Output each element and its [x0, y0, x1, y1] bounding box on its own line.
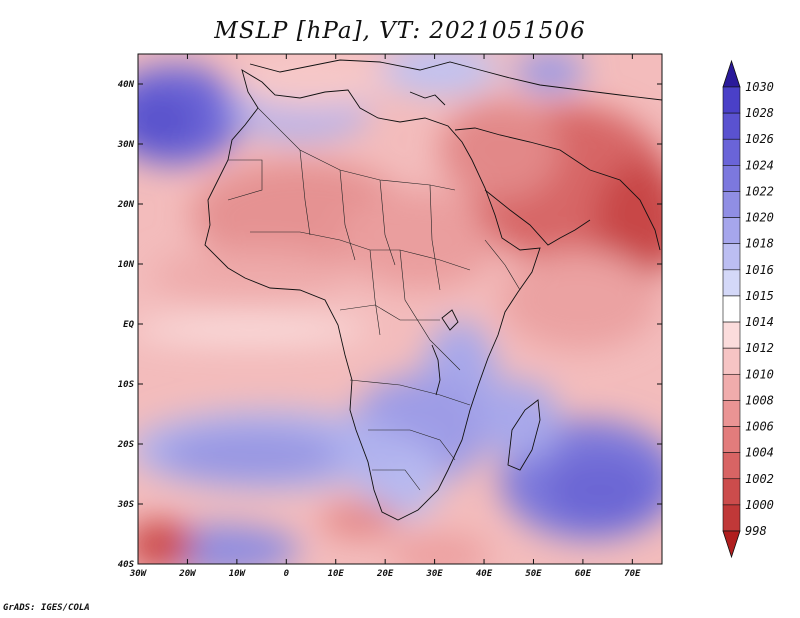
colorbar-level-label: 1022: [745, 184, 774, 198]
colorbar-level-label: 1024: [745, 158, 774, 172]
coastlines: [204, 59, 662, 521]
colorbar-level-label: 1030: [745, 80, 774, 94]
grads-credit: GrADS: IGES/COLA: [3, 603, 90, 613]
lat-tick-label: 30N: [117, 140, 135, 150]
colorbar-bottom-arrow: [722, 530, 741, 559]
colorbar-level-label: 1012: [745, 341, 774, 355]
map-title: MSLP [hPa], VT: 2021051506: [214, 18, 586, 44]
colorbar-level-label: 1018: [745, 237, 774, 251]
colorbar-swatch: [722, 295, 741, 323]
colorbar-swatch: [722, 452, 741, 480]
lat-tick-label: 20N: [117, 200, 135, 210]
colorbar-level-label: 1016: [745, 263, 774, 277]
colorbar-level-label: 1000: [745, 498, 774, 512]
lon-tick-label: 30W: [129, 569, 148, 579]
lat-tick-label: 30S: [117, 500, 135, 510]
lon-tick-label: 30E: [425, 569, 443, 579]
colorbar-level-label: 1026: [745, 132, 774, 146]
lon-tick-label: 20W: [178, 569, 197, 579]
colorbar-swatch: [722, 347, 741, 375]
colorbar-level-label: 1008: [745, 393, 774, 407]
colorbar-swatch: [722, 217, 741, 245]
longitude-axis: 30W 20W 10W 0 10E 20E 30E 40E 50E 60E 70E: [129, 54, 641, 579]
lat-tick-label: 20S: [117, 440, 135, 450]
lon-tick-label: 10W: [229, 569, 247, 579]
colorbar-swatch: [722, 504, 741, 532]
colorbar-level-label: 1010: [745, 367, 774, 381]
lon-tick-label: 0: [284, 569, 290, 579]
colorbar-level-label: 1014: [745, 315, 774, 329]
latitude-axis: 40N 30N 20N 10N EQ 10S 20S 30S 40S: [117, 80, 662, 570]
colorbar-swatch: [722, 321, 741, 349]
lat-tick-label: 10S: [118, 380, 135, 390]
colorbar-level-label: 1006: [745, 420, 774, 434]
lat-tick-label: 40N: [118, 80, 135, 90]
lon-tick-label: 50E: [525, 569, 542, 579]
colorbar-level-label: 1004: [745, 446, 774, 460]
colorbar-swatch: [722, 373, 741, 401]
colorbar-swatch: [722, 269, 741, 297]
colorbar-level-label: 998: [745, 524, 767, 538]
pressure-field: [138, 54, 662, 564]
colorbar-swatch: [722, 165, 741, 192]
colorbar-swatch: [722, 138, 741, 166]
lon-tick-label: 10E: [328, 569, 345, 579]
lon-tick-label: 20E: [376, 569, 394, 579]
colorbar-swatch: [722, 478, 741, 506]
country-borders: [227, 107, 521, 491]
lon-tick-label: 60E: [575, 569, 592, 579]
colorbar-level-label: 1015: [745, 289, 774, 303]
colorbar-level-label: 1020: [745, 211, 774, 225]
plot-frame: [137, 53, 663, 565]
lon-tick-label: 40E: [476, 569, 493, 579]
colorbar-swatch: [722, 191, 741, 218]
lon-tick-label: 70E: [624, 569, 641, 579]
colorbar-level-label: 1028: [745, 106, 774, 120]
colorbar-top-arrow: [722, 59, 741, 88]
lat-tick-label: 10N: [118, 260, 135, 270]
colorbar-level-label: 1002: [745, 472, 774, 486]
colorbar-swatch: [722, 86, 741, 114]
lat-tick-label: 40S: [118, 560, 135, 570]
lat-tick-label: EQ: [123, 320, 134, 330]
colorbar: 1030 1028 1026 1024 1022 1020 1018 1016 1015 1014…: [722, 59, 774, 559]
colorbar-swatch: [722, 426, 741, 453]
colorbar-swatch: [722, 112, 741, 140]
colorbar-swatch: [722, 243, 741, 271]
colorbar-swatch: [722, 400, 741, 427]
